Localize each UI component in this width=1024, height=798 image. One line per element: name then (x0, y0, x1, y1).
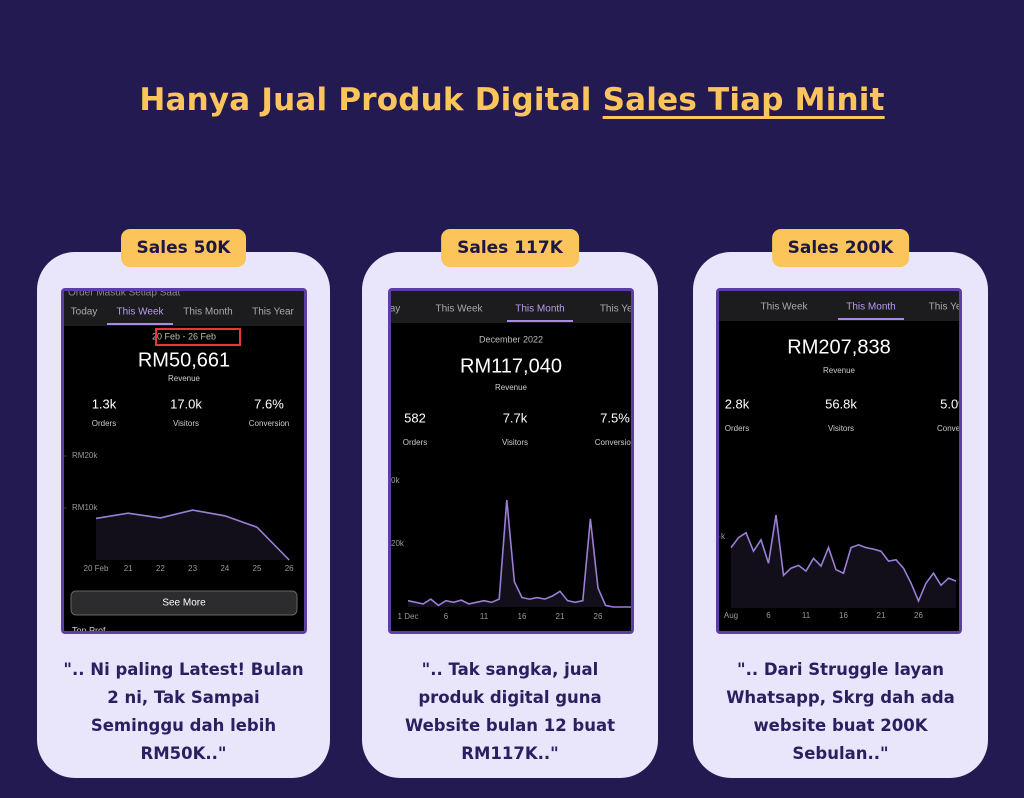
quote: ".. Dari Struggle layan Whatsapp, Skrg d… (726, 660, 955, 763)
tab-bar (719, 291, 959, 321)
tab-underline (507, 320, 573, 322)
date-range: December 2022 (479, 334, 543, 344)
card: Sales 50K ".. Ni paling Latest! Bulan 2 n… (37, 229, 330, 778)
x-tick-label: 24 (220, 564, 229, 573)
screenshot: This Week This Month This Ye RM207,838 Reven… (716, 288, 962, 634)
stat-value: 582 (404, 410, 426, 425)
stat-label: Conversion (595, 438, 631, 447)
stat-value: 17.0k (170, 396, 202, 411)
x-tick-label: 1 Dec (398, 612, 419, 621)
stat-label: Orders (403, 438, 427, 447)
x-tick-label: 16 (839, 611, 848, 620)
stat-value: 7.6% (254, 396, 284, 411)
x-tick-label: 23 (188, 564, 197, 573)
stat-label: Orders (92, 419, 116, 428)
tab: This Week (760, 302, 808, 313)
x-tick-label: 26 (285, 564, 294, 573)
screen-canvas: Order Masuk Setiap Saat Today This Week Thi… (64, 291, 304, 631)
revenue: RM207,838 (787, 336, 890, 358)
stat-value: 2.8k (725, 396, 750, 411)
stat-label: Conversio (937, 424, 959, 433)
y-tick-label: RM20k (72, 451, 98, 460)
x-tick-label: 21 (556, 612, 565, 621)
tab: This Week (116, 307, 164, 318)
y-tick-label: 0k (391, 476, 400, 485)
x-tick-label: 22 (156, 564, 165, 573)
stat-value: 7.7k (503, 410, 528, 425)
y-tick-label: k (721, 532, 726, 541)
badge: Sales 200K (771, 229, 910, 267)
tab: This Month (515, 304, 564, 315)
stat-value: 56.8k (825, 396, 857, 411)
button-label: See More (162, 598, 206, 609)
x-tick-label: 6 (444, 612, 449, 621)
x-tick-label: 16 (518, 612, 527, 621)
tab-bar (64, 291, 304, 326)
quote: ".. Ni paling Latest! Bulan 2 ni, Tak Sa… (63, 660, 304, 763)
x-tick-label: 21 (877, 611, 886, 620)
y-tick-label: RM10k (72, 503, 98, 512)
stat-label: Visitors (502, 438, 528, 447)
revenue-label: Revenue (823, 366, 856, 375)
y-tick-label: 20k (391, 539, 405, 548)
x-tick-label: 6 (766, 611, 771, 620)
tab: ay (391, 304, 400, 315)
tab: This Yea (600, 304, 631, 315)
title: Hanya Jual Produk Digital Sales Tiap Min… (0, 82, 1024, 118)
screenshot: Order Masuk Setiap Saat Today This Week Thi… (61, 288, 307, 634)
card: Sales 117K ".. Tak sangka, jual produk di… (362, 229, 658, 778)
area (96, 510, 290, 560)
line (95, 509, 290, 561)
x-tick-label: 11 (802, 611, 811, 620)
x-tick-label: Aug (724, 611, 738, 620)
title-highlight: Sales Tiap Minit (602, 82, 885, 118)
x-tick-label: 11 (480, 612, 489, 621)
tab: This Week (435, 304, 483, 315)
tab: This Month (183, 307, 232, 318)
x-tick-label: 26 (594, 612, 603, 621)
stat-label: Conversion (249, 419, 289, 428)
card: Sales 200K ".. Dari Struggle layan Whatsa… (693, 229, 988, 778)
screen-footer: Top Prof (72, 625, 106, 631)
stat-value: 7.5% (600, 410, 630, 425)
line (407, 499, 631, 608)
revenue: RM117,040 (460, 355, 562, 377)
tab: This Month (846, 302, 895, 313)
tab-underline (838, 318, 904, 320)
stat-label: Visitors (828, 424, 854, 433)
x-tick-label: 26 (914, 611, 923, 620)
title-text: Hanya Jual Produk Digital (139, 82, 592, 118)
x-tick-label: 20 Feb (84, 564, 109, 573)
x-tick-label: 21 (124, 564, 133, 573)
quote: ".. Tak sangka, jual produk digital guna… (404, 660, 616, 763)
stat-value: 1.3k (92, 396, 117, 411)
revenue: RM50,661 (138, 349, 230, 371)
x-tick-label: 25 (253, 564, 262, 573)
revenue-label: Revenue (168, 374, 201, 383)
stat-value: 5.0% (940, 396, 959, 411)
stat-label: Visitors (173, 419, 199, 428)
tab: Today (71, 307, 98, 318)
stat-label: Orders (725, 424, 749, 433)
screen-canvas: This Week This Month This Ye RM207,838 Reven… (719, 291, 959, 620)
screen-canvas: ay This Week This Month This Yea December 20… (391, 291, 631, 621)
tab: This Ye (929, 302, 959, 313)
screenshot: ay This Week This Month This Yea December 20… (388, 288, 634, 634)
date-range: 20 Feb - 26 Feb (152, 331, 216, 341)
screen-header: Order Masuk Setiap Saat (68, 291, 180, 299)
badge: Sales 50K (120, 229, 247, 267)
tab-bar (391, 291, 631, 323)
revenue-label: Revenue (495, 383, 528, 392)
badge: Sales 117K (441, 229, 579, 267)
area (731, 515, 956, 608)
tab-underline (107, 323, 173, 325)
button (70, 590, 298, 616)
highlight-box (155, 328, 241, 346)
line (730, 514, 957, 603)
tab: This Year (252, 307, 294, 318)
